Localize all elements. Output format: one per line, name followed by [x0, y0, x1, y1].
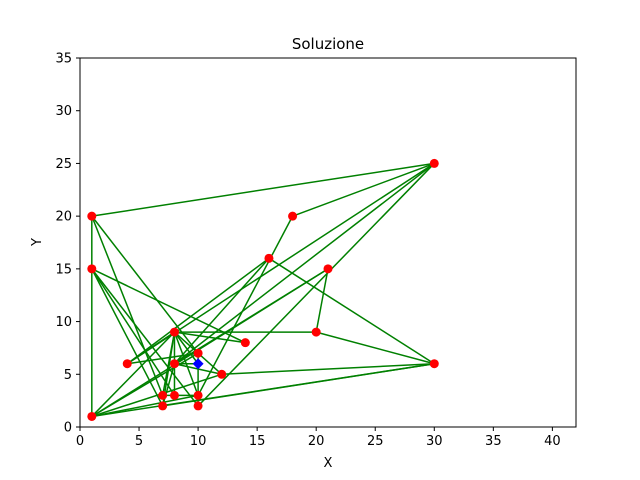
x-tick-label: 30	[426, 434, 443, 449]
x-tick-label: 20	[308, 434, 325, 449]
y-tick-label: 0	[64, 421, 72, 436]
y-tick-label: 25	[55, 157, 72, 172]
y-tick-label: 5	[64, 368, 72, 383]
customer-point	[311, 327, 321, 337]
customer-point	[122, 359, 132, 369]
route-edge	[174, 162, 435, 365]
y-axis-label: Y	[30, 238, 45, 247]
route-edge	[197, 162, 435, 407]
route-edge	[292, 162, 435, 217]
customer-point	[158, 401, 168, 411]
x-axis-label: X	[324, 456, 333, 471]
depot-node	[192, 358, 204, 370]
y-tick-label: 30	[55, 104, 72, 119]
route-edge	[174, 331, 246, 344]
y-tick-label: 15	[55, 262, 72, 277]
x-tick-label: 25	[367, 434, 384, 449]
customer-nodes	[87, 158, 439, 421]
x-tick-label: 35	[485, 434, 502, 449]
route-edge	[197, 215, 294, 396]
customer-point	[429, 359, 439, 369]
route-edge	[162, 363, 435, 407]
route-edge	[221, 362, 435, 376]
route-edge	[174, 268, 329, 365]
plot-area-frame	[79, 57, 577, 428]
customer-point	[193, 348, 203, 358]
route-edge	[91, 268, 246, 344]
customer-point	[87, 411, 97, 421]
customer-point	[87, 211, 97, 221]
customer-point	[169, 359, 179, 369]
route-edge	[91, 394, 199, 418]
x-tick-label: 0	[76, 434, 84, 449]
route-edge	[173, 257, 270, 365]
x-axis-ticks: 0 5 10 15 20 25 30 35 40	[76, 427, 561, 449]
route-edge	[91, 215, 164, 396]
route-edge	[91, 268, 199, 407]
route-edge	[268, 257, 435, 365]
route-edges	[91, 162, 435, 418]
route-edge	[91, 162, 435, 217]
customer-point	[169, 327, 179, 337]
route-edge	[91, 331, 176, 417]
route-edge	[91, 215, 199, 354]
route-edge	[126, 257, 270, 365]
y-tick-label: 20	[55, 210, 72, 225]
x-tick-label: 5	[135, 434, 143, 449]
y-tick-label: 35	[55, 52, 72, 67]
route-edge	[173, 331, 199, 365]
customer-point	[429, 158, 439, 168]
customer-point	[193, 401, 203, 411]
route-edge	[161, 331, 176, 396]
customer-point	[193, 390, 203, 400]
customer-point	[217, 369, 227, 379]
route-edge	[91, 373, 222, 418]
x-tick-label: 40	[544, 434, 561, 449]
customer-point	[323, 264, 333, 274]
route-edge	[91, 268, 164, 407]
customer-point	[288, 211, 298, 221]
y-axis-ticks: 0 5 10 15 20 25 30 35	[55, 52, 80, 436]
x-tick-label: 10	[190, 434, 207, 449]
customer-point	[264, 253, 274, 263]
customer-point	[240, 338, 250, 348]
customer-point	[158, 390, 168, 400]
route-edge	[315, 268, 329, 333]
route-edge	[315, 331, 435, 365]
y-tick-label: 10	[55, 315, 72, 330]
customer-point	[87, 264, 97, 274]
x-tick-label: 15	[249, 434, 266, 449]
chart-title: Soluzione	[292, 35, 364, 53]
depot-marker	[192, 358, 204, 370]
customer-point	[169, 390, 179, 400]
